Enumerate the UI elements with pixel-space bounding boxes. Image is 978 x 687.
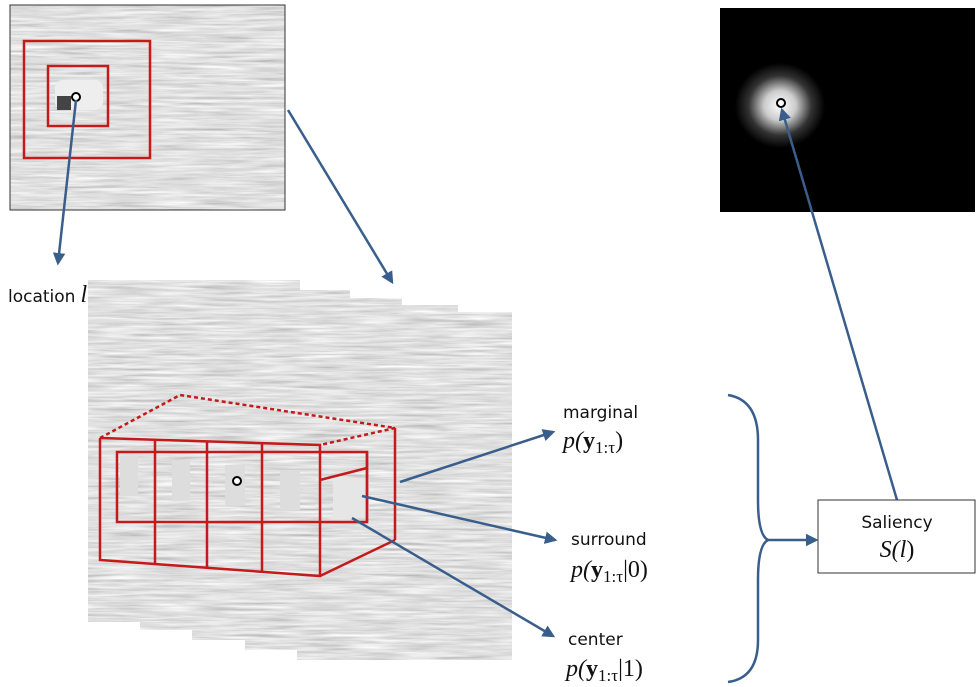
- surround-label: surround: [571, 530, 647, 550]
- marginal-label: marginal: [563, 403, 638, 423]
- frame-stack: [88, 280, 512, 660]
- saliency-title: Saliency: [861, 513, 932, 533]
- saliency-box: Saliency S(l): [818, 500, 975, 573]
- center-label: center: [568, 630, 623, 650]
- location-label: location l: [8, 282, 88, 308]
- surround-formula: p(y1:τ|0): [569, 557, 648, 586]
- marginal-formula: p(y1:τ): [561, 428, 623, 457]
- saliency-map: [720, 8, 975, 212]
- source-frame: [10, 5, 285, 210]
- diagram: location l marginal p(y1:τ) surround p(y…: [0, 0, 978, 687]
- center-formula: p(y1:τ|1): [564, 656, 643, 685]
- saliency-formula: S(l): [880, 537, 915, 563]
